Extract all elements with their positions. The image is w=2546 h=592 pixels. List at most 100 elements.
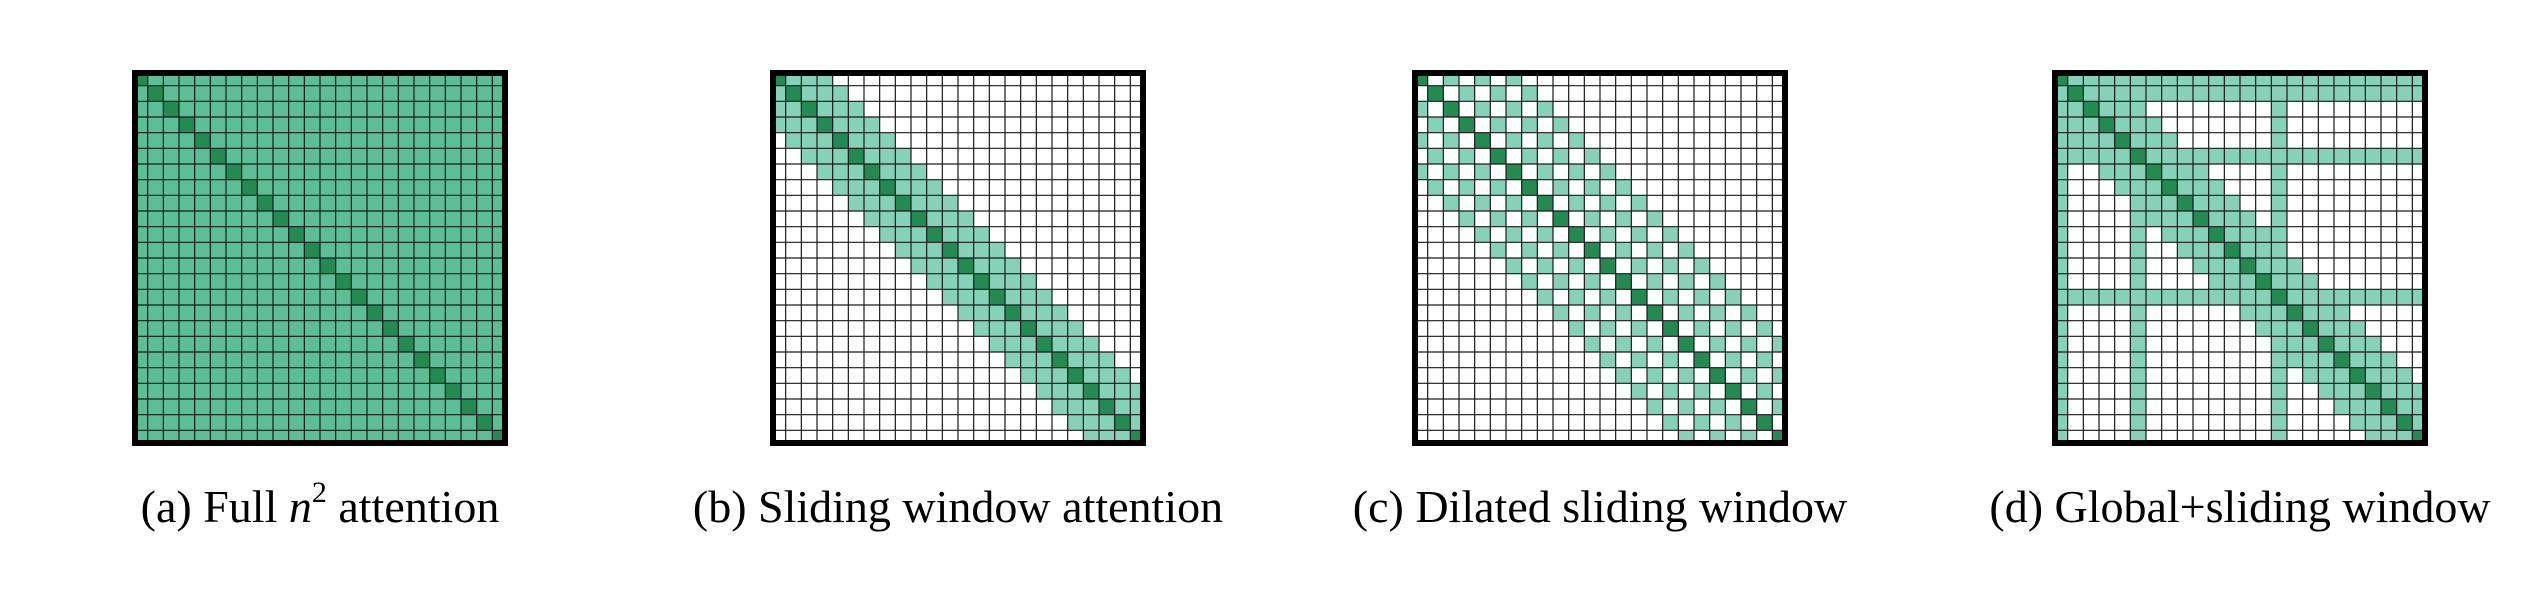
matrix-cell bbox=[304, 289, 320, 305]
matrix-cell bbox=[1678, 399, 1694, 415]
matrix-cell bbox=[2271, 383, 2287, 399]
matrix-cell bbox=[1427, 117, 1444, 133]
matrix-cell bbox=[1725, 101, 1741, 117]
matrix-cell bbox=[2177, 85, 2193, 102]
matrix-cell bbox=[2271, 179, 2287, 196]
matrix-cell bbox=[2208, 211, 2225, 227]
matrix-cell bbox=[879, 383, 896, 399]
matrix-cell bbox=[367, 164, 383, 180]
matrix-cell bbox=[1600, 179, 1616, 196]
matrix-cell bbox=[1443, 383, 1459, 399]
matrix-cell bbox=[1647, 367, 1663, 384]
matrix-cell bbox=[1490, 179, 1506, 196]
matrix-cell bbox=[257, 258, 273, 274]
matrix-cell bbox=[320, 273, 336, 290]
diagonal-cell bbox=[864, 164, 880, 180]
matrix-cell bbox=[1459, 367, 1475, 384]
matrix-cell bbox=[911, 273, 927, 290]
matrix-cell bbox=[1615, 289, 1632, 305]
matrix-cell bbox=[973, 211, 990, 227]
matrix-cell bbox=[398, 273, 414, 290]
matrix-cell bbox=[2067, 273, 2084, 290]
matrix-cell bbox=[1568, 336, 1585, 352]
matrix-cell bbox=[2255, 148, 2272, 164]
matrix-cell bbox=[461, 148, 477, 164]
matrix-cell bbox=[2271, 195, 2287, 211]
matrix-cell bbox=[1631, 211, 1647, 227]
matrix-cell bbox=[429, 352, 446, 368]
matrix-cell bbox=[2208, 242, 2225, 258]
matrix-cell bbox=[2365, 336, 2381, 352]
matrix-cell bbox=[2177, 242, 2193, 258]
matrix-cell bbox=[163, 132, 179, 149]
diagonal-cell bbox=[2334, 352, 2350, 368]
matrix-cell bbox=[2365, 195, 2381, 211]
matrix-cell bbox=[304, 164, 320, 180]
matrix-cell bbox=[1506, 179, 1522, 196]
matrix-cell bbox=[1631, 179, 1647, 196]
matrix-cell bbox=[1067, 336, 1084, 352]
matrix-cell bbox=[1521, 242, 1538, 258]
matrix-cell bbox=[241, 117, 258, 133]
matrix-cell bbox=[785, 273, 802, 290]
matrix-cell bbox=[1756, 226, 1773, 243]
matrix-cell bbox=[2318, 164, 2334, 180]
matrix-cell bbox=[2099, 164, 2115, 180]
matrix-cell bbox=[2365, 117, 2381, 133]
matrix-cell bbox=[1647, 226, 1663, 243]
matrix-cell bbox=[1474, 352, 1491, 368]
matrix-cell bbox=[2208, 179, 2225, 196]
diagonal-cell bbox=[817, 117, 833, 133]
matrix-cell bbox=[2083, 226, 2099, 243]
matrix-cell bbox=[1083, 414, 1099, 431]
matrix-cell bbox=[445, 226, 461, 243]
panel-sliding-window: (b) Sliding window attention bbox=[678, 0, 1238, 592]
matrix-cell bbox=[1521, 85, 1538, 102]
matrix-cell bbox=[989, 85, 1005, 102]
matrix-cell bbox=[429, 305, 446, 321]
matrix-cell bbox=[1067, 242, 1084, 258]
matrix-cell bbox=[1083, 211, 1099, 227]
caption-dilated-window: (c) Dilated sliding window bbox=[1352, 481, 1848, 532]
matrix-cell bbox=[2177, 320, 2193, 337]
matrix-cell bbox=[2334, 195, 2350, 211]
matrix-cell bbox=[398, 320, 414, 337]
matrix-cell bbox=[2271, 258, 2287, 274]
diagonal-cell bbox=[2208, 226, 2225, 243]
matrix-cell bbox=[1474, 242, 1491, 258]
diagonal-cell bbox=[1099, 399, 1115, 415]
matrix-cell bbox=[958, 179, 974, 196]
matrix-cell bbox=[973, 289, 990, 305]
matrix-cell bbox=[2365, 179, 2381, 196]
matrix-cell bbox=[2381, 305, 2397, 321]
matrix-cell bbox=[1459, 85, 1475, 102]
matrix-cell bbox=[1584, 101, 1600, 117]
matrix-cell bbox=[1553, 226, 1569, 243]
matrix-cell bbox=[879, 336, 896, 352]
matrix-cell bbox=[1443, 85, 1459, 102]
matrix-cell bbox=[1020, 414, 1037, 431]
matrix-cell bbox=[1756, 117, 1773, 133]
matrix-cell bbox=[1647, 85, 1663, 102]
matrix-cell bbox=[2334, 148, 2350, 164]
matrix-cell bbox=[2130, 101, 2146, 117]
matrix-cell bbox=[1631, 320, 1647, 337]
matrix-cell bbox=[1568, 414, 1585, 431]
matrix-cell bbox=[817, 383, 833, 399]
matrix-cell bbox=[226, 242, 242, 258]
matrix-cell bbox=[2255, 164, 2272, 180]
matrix-cell bbox=[210, 195, 226, 211]
matrix-cell bbox=[2396, 211, 2413, 227]
matrix-cell bbox=[1741, 242, 1757, 258]
matrix-cell bbox=[1005, 336, 1021, 352]
matrix-cell bbox=[2240, 336, 2256, 352]
matrix-cell bbox=[382, 195, 399, 211]
matrix-cell bbox=[241, 258, 258, 274]
matrix-cell bbox=[817, 336, 833, 352]
matrix-cell bbox=[1083, 320, 1099, 337]
matrix-cell bbox=[801, 352, 817, 368]
matrix-cell bbox=[273, 336, 289, 352]
matrix-cell bbox=[879, 414, 896, 431]
matrix-cell bbox=[2240, 414, 2256, 431]
diagonal-cell bbox=[1036, 336, 1052, 352]
